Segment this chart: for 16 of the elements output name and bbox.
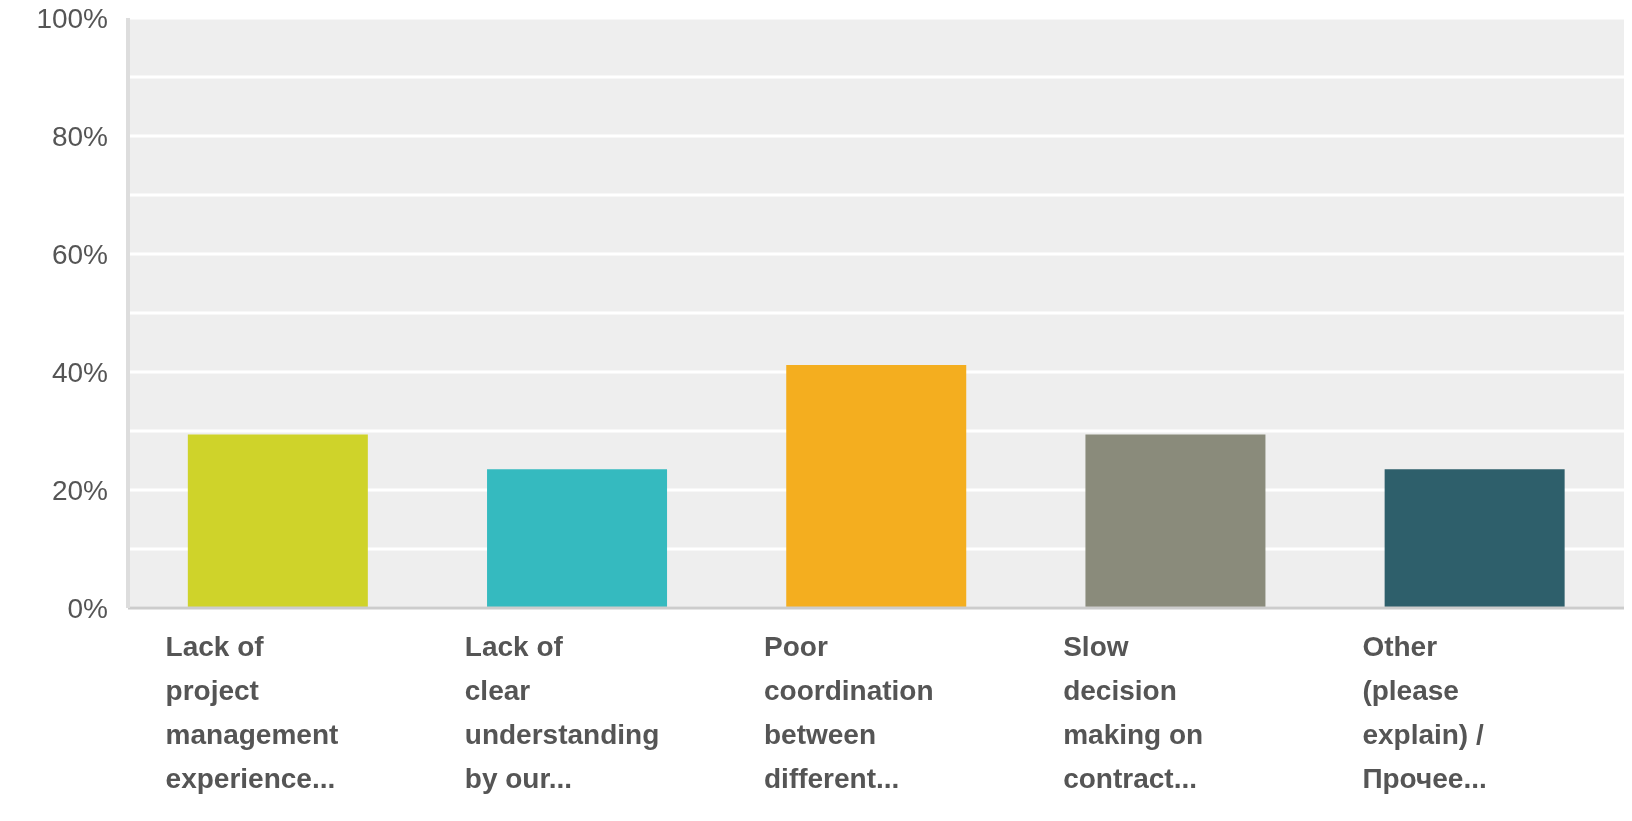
y-tick-label: 60%: [51, 238, 108, 270]
bar: [187, 434, 368, 608]
x-tick-label: Slow decision making on contract...: [1063, 631, 1204, 794]
x-tick-label: Lack of clear understanding by our...: [464, 631, 660, 794]
y-tick-label: 0%: [67, 592, 108, 624]
bar: [1085, 434, 1266, 608]
bar: [487, 469, 668, 608]
bar: [786, 364, 967, 608]
y-tick-label: 20%: [51, 474, 108, 506]
x-tick-label: Poor coordination between different...: [764, 631, 934, 794]
x-tick-label: Other (please explain) / Прочее...: [1362, 631, 1487, 794]
bar: [1384, 469, 1565, 608]
y-tick-label: 80%: [51, 120, 108, 152]
y-tick-label: 100%: [36, 2, 108, 34]
x-tick-label: Lack of project management experience...: [165, 631, 339, 794]
y-tick-label: 40%: [51, 356, 108, 388]
